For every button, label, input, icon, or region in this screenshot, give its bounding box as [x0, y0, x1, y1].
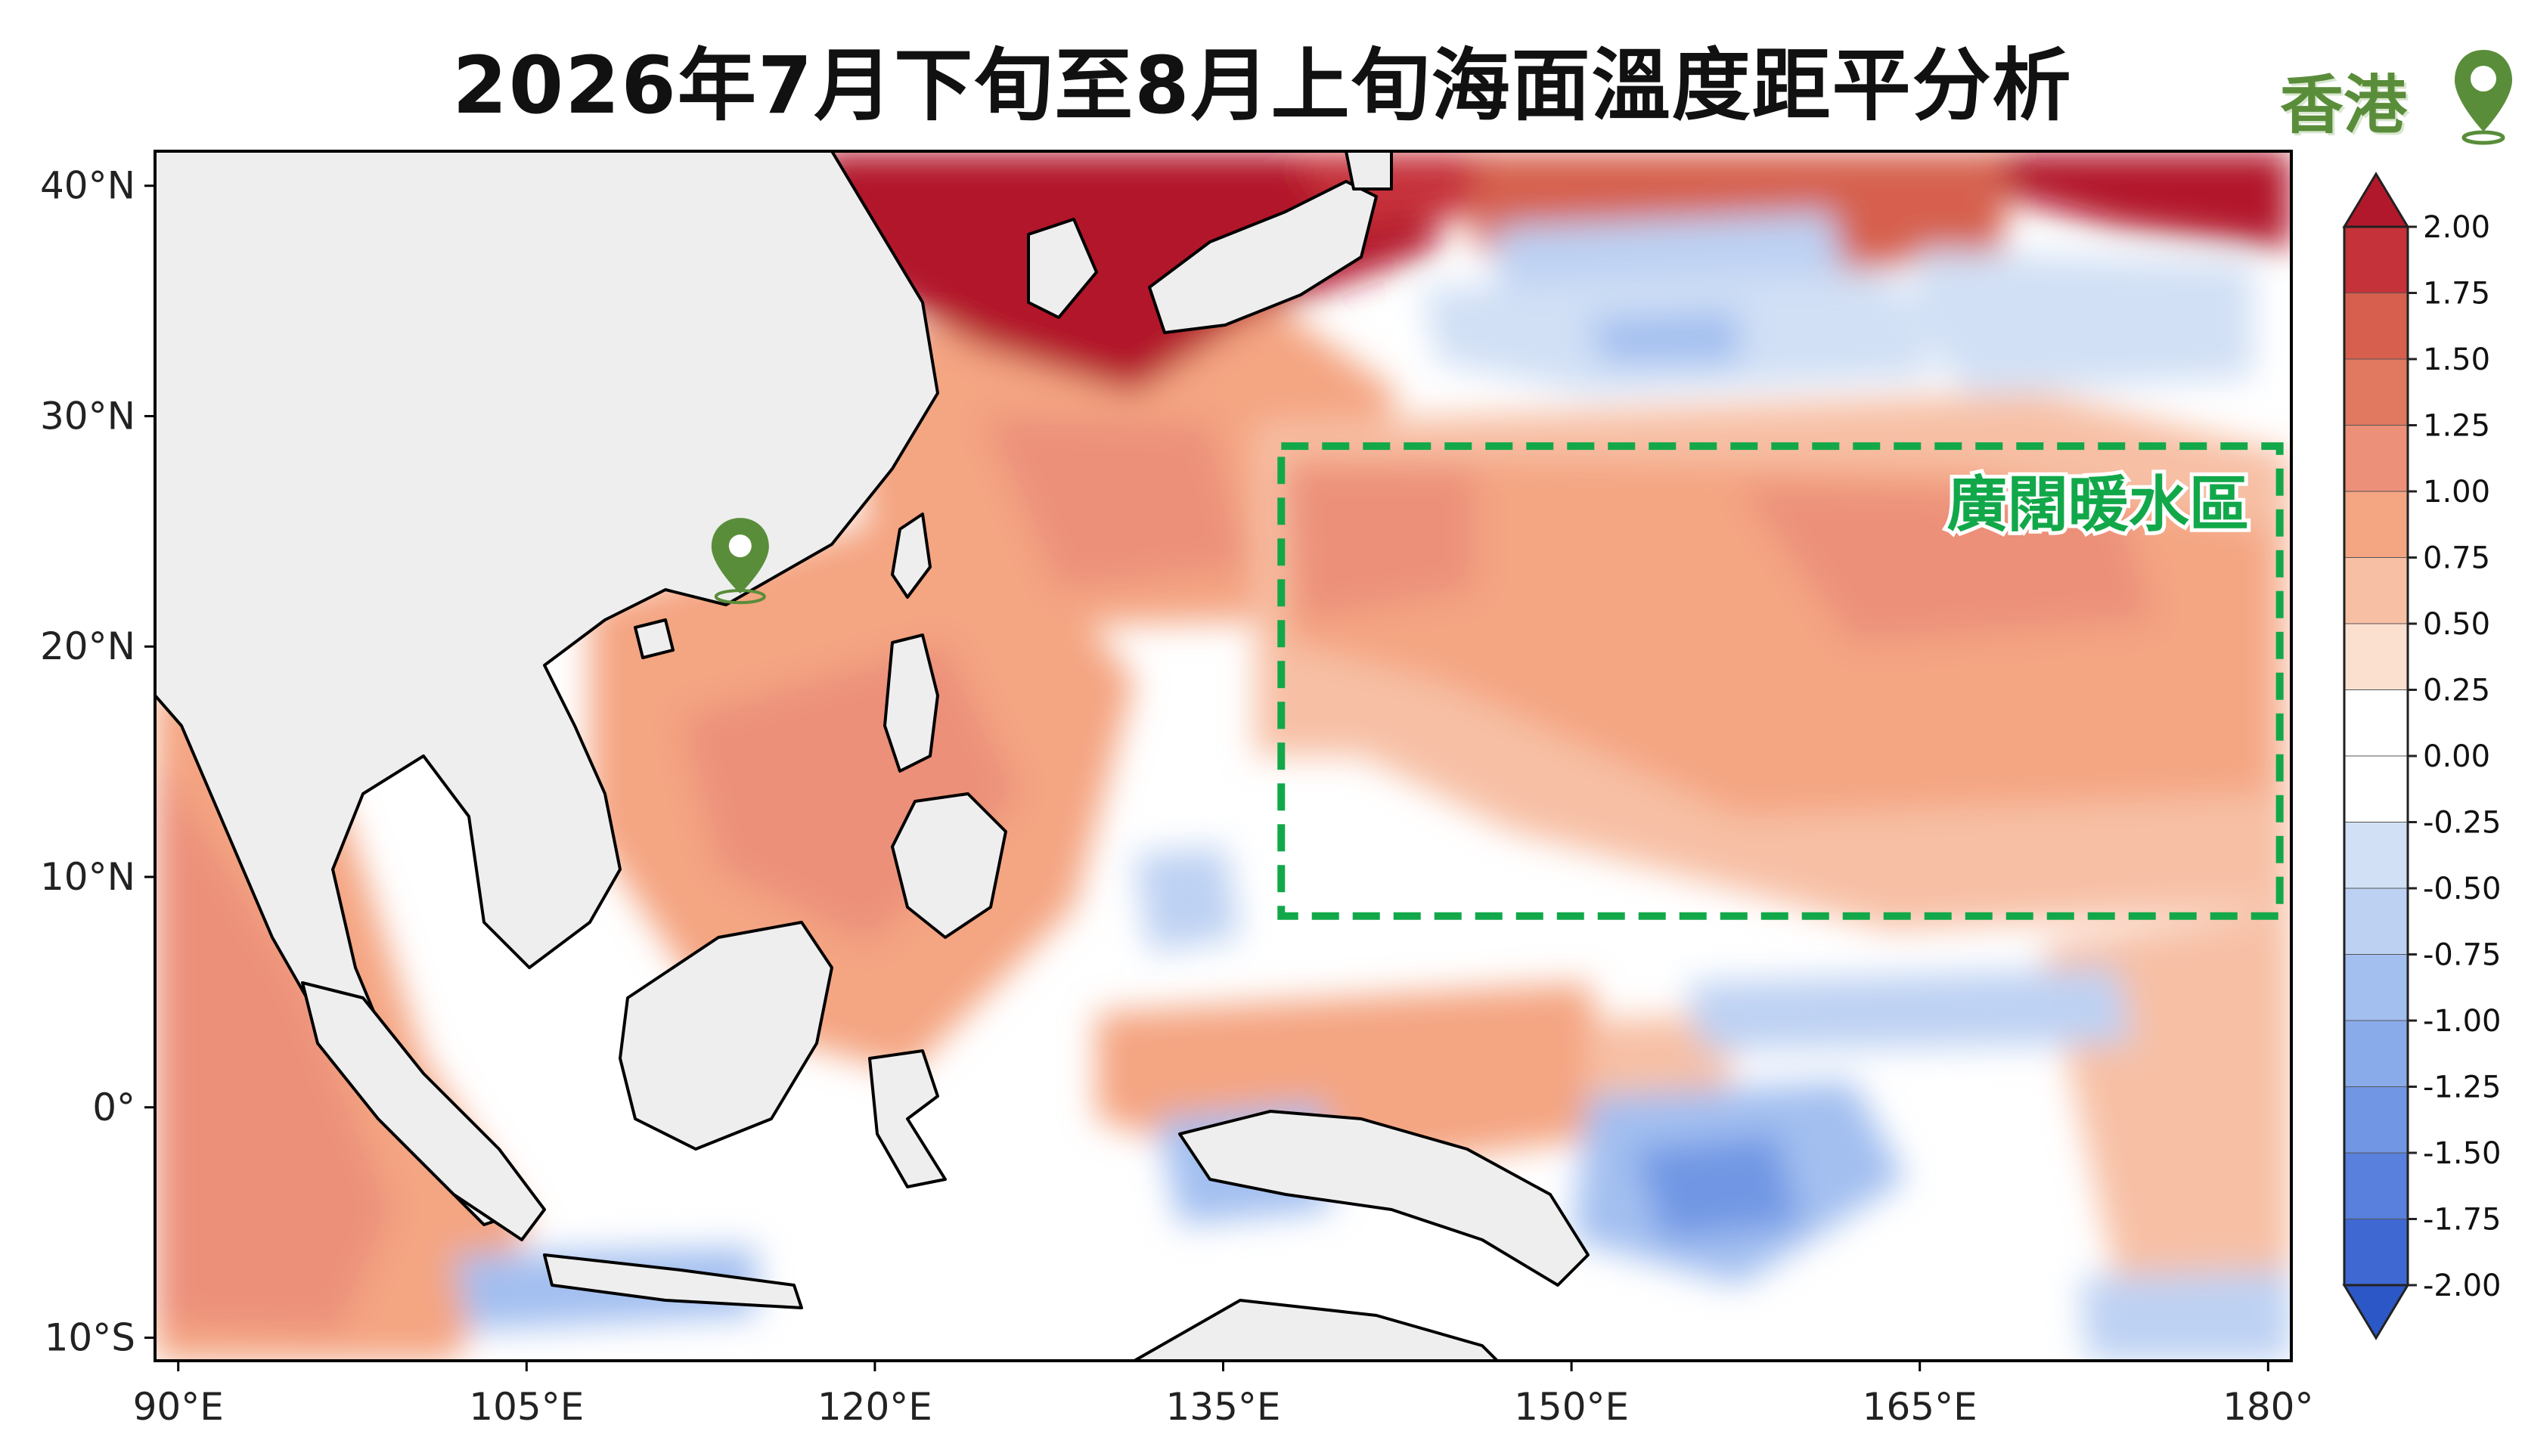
colorbar-extend-bottom	[2342, 1284, 2410, 1340]
lon-tick-label: 180°	[2223, 1385, 2313, 1429]
brand-logo: 香港	[2280, 47, 2514, 145]
land-masses	[155, 151, 1590, 1361]
colorbar-bin	[2344, 822, 2409, 889]
colorbar-bin	[2344, 1020, 2409, 1088]
colorbar-tick-label: -1.75	[2423, 1203, 2502, 1238]
axis-ticks: 90°E 105°E 120°E 135°E 150°E 165°E 180° 40°N 30°…	[40, 164, 2314, 1429]
colorbar-tick-label: 0.25	[2423, 674, 2490, 708]
colorbar-bin	[2344, 226, 2409, 294]
lat-tick-label: 40°N	[40, 164, 135, 208]
colorbar-bin	[2344, 755, 2409, 823]
colorbar-tick-label: 0.00	[2423, 739, 2490, 774]
colorbar: 2.00 1.75 1.50 1.25 1.00 0.75 0.50 0.25 0.00 -0.2…	[2342, 172, 2502, 1340]
colorbar-tick-label: -0.25	[2423, 806, 2502, 841]
lat-tick-label: 0°	[92, 1086, 135, 1129]
lon-tick-label: 105°E	[469, 1385, 584, 1429]
colorbar-bin	[2344, 1219, 2409, 1286]
colorbar-tick-label: -0.50	[2423, 872, 2502, 906]
colorbar-tick-label: -1.50	[2423, 1136, 2502, 1171]
colorbar-bin	[2344, 293, 2409, 360]
hong-kong-location-pin-icon	[711, 518, 769, 605]
colorbar-bin	[2344, 623, 2409, 691]
colorbar-bin	[2344, 1152, 2409, 1220]
warm-water-region-box: 廣闊暖水區	[1277, 442, 2284, 920]
colorbar-bin	[2344, 1086, 2409, 1154]
warm-water-region-label: 廣闊暖水區	[1947, 469, 2250, 540]
lat-tick-label: 30°N	[40, 394, 135, 438]
colorbar-tick-label: 1.25	[2423, 409, 2490, 444]
colorbar-tick-label: 0.50	[2423, 607, 2490, 642]
lat-tick-label: 10°S	[45, 1316, 135, 1360]
location-pin-icon	[2455, 50, 2512, 145]
lon-tick-label: 135°E	[1165, 1385, 1280, 1429]
chart-title: 2026年7月下旬至8月上旬海面溫度距平分析	[452, 39, 2073, 132]
colorbar-tick-label: -2.00	[2423, 1269, 2502, 1303]
colorbar-bin	[2344, 954, 2409, 1021]
colorbar-tick-label: 0.75	[2423, 541, 2490, 576]
colorbar-tick-label: -1.25	[2423, 1070, 2502, 1105]
lon-tick-label: 90°E	[133, 1385, 224, 1429]
colorbar-extend-top	[2342, 172, 2410, 228]
colorbar-tick-label: 2.00	[2423, 210, 2490, 245]
colorbar-tick-label: -0.75	[2423, 938, 2502, 973]
colorbar-bin	[2344, 689, 2409, 757]
colorbar-tick-label: -1.00	[2423, 1004, 2502, 1039]
colorbar-tick-label: 1.00	[2423, 475, 2490, 510]
colorbar-tick-label: 1.50	[2423, 342, 2490, 377]
lat-tick-label: 20°N	[40, 624, 135, 668]
colorbar-bin	[2344, 491, 2409, 559]
lon-tick-label: 150°E	[1514, 1385, 1629, 1429]
lat-tick-label: 10°N	[40, 855, 135, 899]
brand-text: 香港	[2280, 68, 2408, 142]
colorbar-bin	[2344, 888, 2409, 956]
colorbar-tick-label: 1.75	[2423, 277, 2490, 311]
colorbar-bin	[2344, 557, 2409, 624]
lon-tick-label: 120°E	[817, 1385, 932, 1429]
colorbar-bin	[2344, 425, 2409, 492]
colorbar-bin	[2344, 358, 2409, 426]
lon-tick-label: 165°E	[1863, 1385, 1978, 1429]
